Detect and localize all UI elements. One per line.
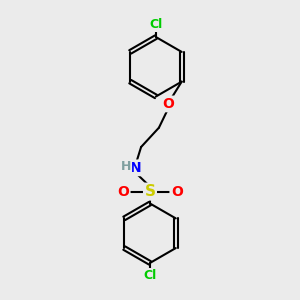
Text: O: O bbox=[162, 97, 174, 111]
Text: Cl: Cl bbox=[149, 18, 163, 31]
Text: H: H bbox=[120, 160, 131, 173]
Text: O: O bbox=[171, 184, 183, 199]
Text: O: O bbox=[117, 184, 129, 199]
Text: N: N bbox=[129, 161, 141, 175]
Text: S: S bbox=[145, 184, 155, 199]
Text: Cl: Cl bbox=[143, 269, 157, 282]
